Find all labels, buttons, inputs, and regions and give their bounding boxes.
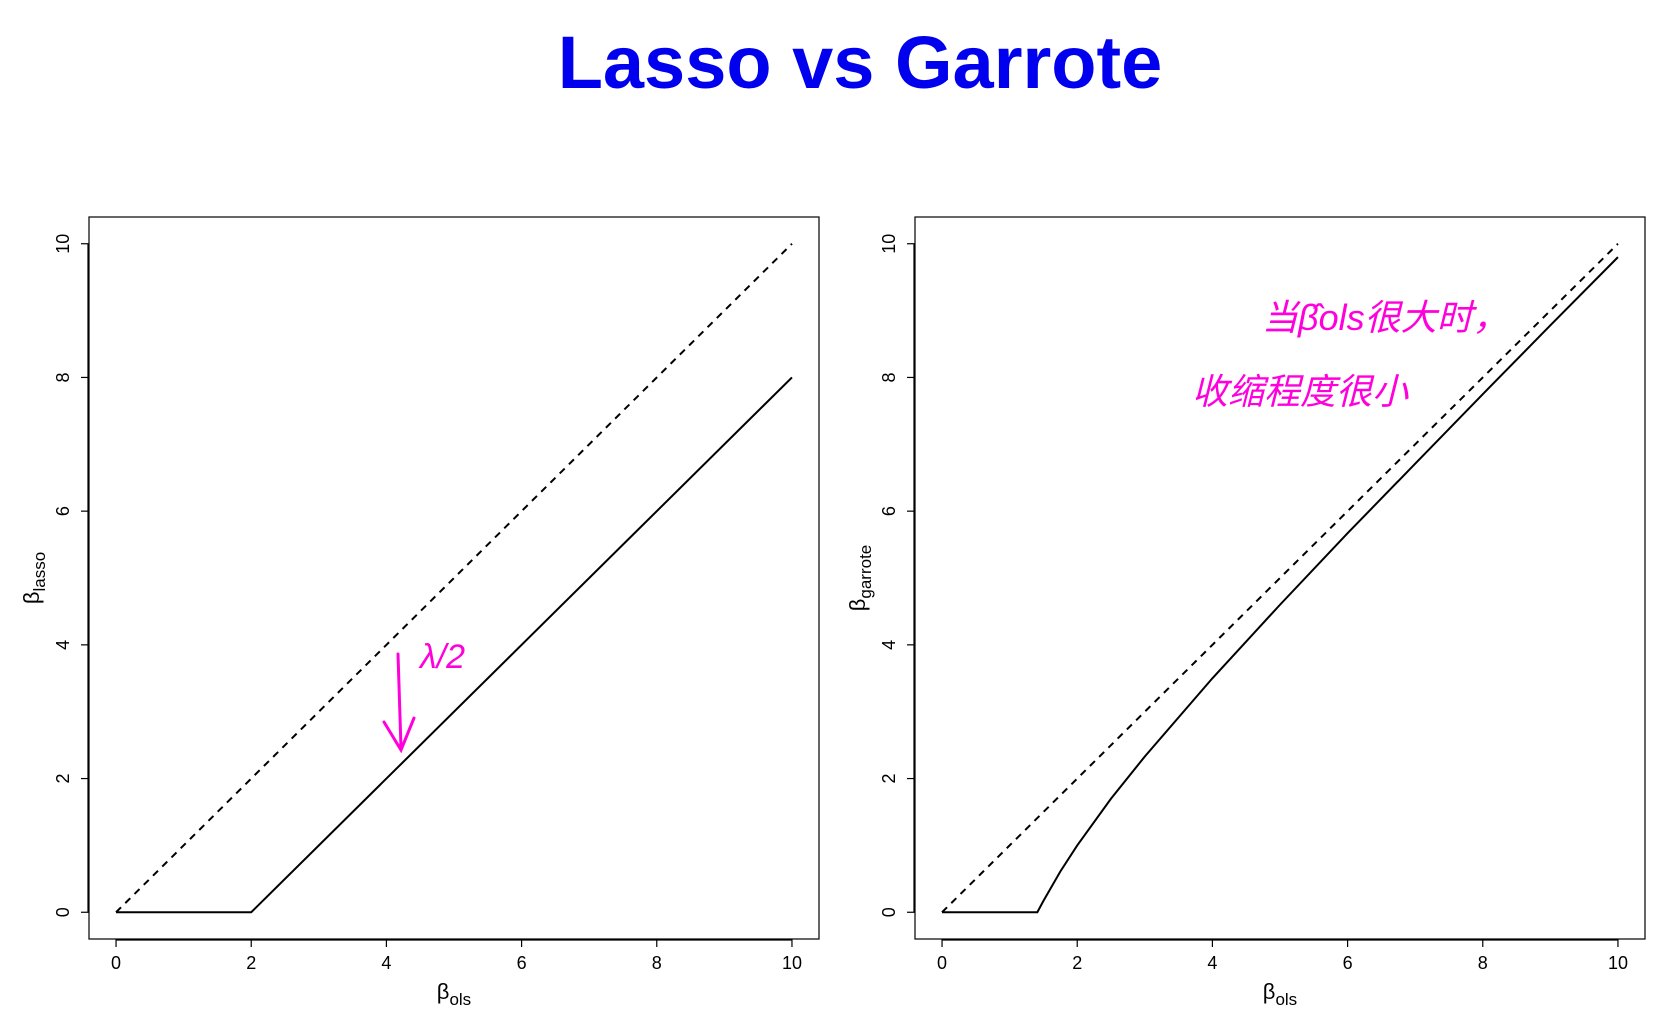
annotation: 当β̂ols很大时， xyxy=(1262,297,1509,338)
y-tick-label: 2 xyxy=(53,774,73,784)
y-tick-label: 8 xyxy=(879,372,899,382)
x-tick-label: 0 xyxy=(937,953,947,973)
y-axis-subscript: lasso xyxy=(30,552,49,592)
x-axis-label: βols xyxy=(437,979,471,1009)
y-axis-subscript: garrote xyxy=(856,545,875,599)
annotation-arrow xyxy=(382,652,416,754)
y-axis-symbol: β xyxy=(19,592,44,605)
x-tick-label: 10 xyxy=(782,953,802,973)
y-axis-symbol: β xyxy=(845,599,870,612)
x-tick-label: 6 xyxy=(1343,953,1353,973)
reference-line xyxy=(941,243,1619,913)
x-axis-symbol: β xyxy=(437,979,450,1004)
annotation: 收缩程度很小 xyxy=(1192,371,1409,412)
x-tick-label: 6 xyxy=(517,953,527,973)
y-tick-label: 0 xyxy=(879,907,899,917)
x-tick-label: 2 xyxy=(1072,953,1082,973)
annotation: λ/2 xyxy=(418,638,465,676)
x-axis-label: βols xyxy=(1263,979,1297,1009)
slide-title: Lasso vs Garrote xyxy=(558,21,1163,104)
y-tick-label: 4 xyxy=(53,640,73,650)
reference-line xyxy=(115,243,793,913)
y-tick-label: 10 xyxy=(879,234,899,254)
y-tick-label: 10 xyxy=(53,234,73,254)
y-tick-label: 4 xyxy=(879,640,899,650)
plot-frame xyxy=(914,216,1646,940)
y-tick-label: 6 xyxy=(879,506,899,516)
y-axis-label: βgarrote xyxy=(845,545,875,612)
x-tick-label: 4 xyxy=(1207,953,1217,973)
x-tick-label: 0 xyxy=(111,953,121,973)
x-axis-subscript: ols xyxy=(1275,990,1297,1009)
x-axis-subscript: ols xyxy=(449,990,471,1009)
x-axis-symbol: β xyxy=(1263,979,1276,1004)
y-axis-label: βlasso xyxy=(19,552,49,604)
shrinkage-line xyxy=(942,256,1619,914)
y-tick-label: 0 xyxy=(53,907,73,917)
y-tick-label: 6 xyxy=(53,506,73,516)
x-tick-label: 10 xyxy=(1608,953,1628,973)
x-tick-label: 8 xyxy=(652,953,662,973)
x-tick-label: 8 xyxy=(1478,953,1488,973)
plot-frame xyxy=(88,216,820,940)
y-tick-label: 8 xyxy=(53,372,73,382)
y-tick-label: 2 xyxy=(879,774,899,784)
x-tick-label: 2 xyxy=(246,953,256,973)
shrinkage-line xyxy=(116,376,793,914)
x-tick-label: 4 xyxy=(381,953,391,973)
